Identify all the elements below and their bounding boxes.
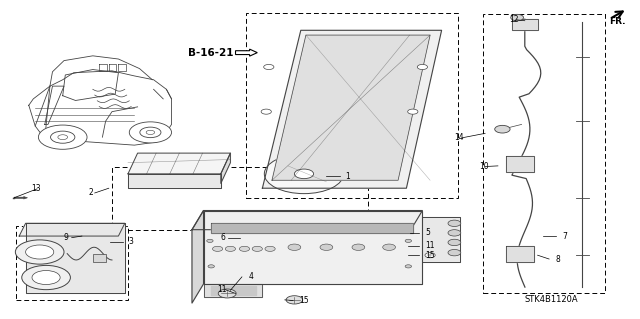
Circle shape	[264, 154, 344, 194]
Text: 9: 9	[64, 233, 69, 242]
Polygon shape	[192, 211, 422, 230]
Text: 11: 11	[218, 285, 227, 294]
Circle shape	[448, 239, 461, 246]
Circle shape	[417, 64, 428, 70]
Circle shape	[405, 265, 412, 268]
Circle shape	[51, 131, 75, 143]
Circle shape	[38, 125, 87, 149]
Polygon shape	[19, 223, 125, 236]
Text: 2: 2	[88, 189, 93, 197]
Bar	[93, 254, 106, 262]
Circle shape	[286, 296, 303, 304]
Circle shape	[383, 244, 396, 250]
FancyArrow shape	[14, 197, 28, 199]
Text: 14: 14	[454, 133, 464, 142]
Text: 7: 7	[562, 232, 567, 241]
Bar	[16, 226, 128, 300]
Circle shape	[265, 246, 275, 251]
Text: 15: 15	[426, 251, 435, 260]
Polygon shape	[204, 211, 422, 284]
Text: 15: 15	[300, 296, 309, 305]
Polygon shape	[272, 35, 430, 180]
Text: 10: 10	[479, 162, 488, 171]
Text: 4: 4	[248, 272, 253, 281]
Polygon shape	[211, 223, 413, 233]
Circle shape	[32, 271, 60, 285]
Circle shape	[58, 135, 68, 140]
Text: 13: 13	[31, 184, 40, 193]
Circle shape	[218, 289, 236, 298]
Circle shape	[129, 122, 172, 143]
Polygon shape	[221, 153, 230, 183]
Circle shape	[207, 239, 213, 242]
Text: 11: 11	[426, 241, 435, 250]
Polygon shape	[211, 286, 256, 295]
Bar	[483, 14, 605, 293]
Text: B-16-21: B-16-21	[188, 48, 234, 58]
Polygon shape	[506, 156, 534, 172]
Polygon shape	[192, 211, 204, 303]
Circle shape	[261, 109, 271, 114]
FancyArrow shape	[236, 49, 257, 56]
Circle shape	[408, 109, 418, 114]
Circle shape	[448, 249, 461, 256]
Bar	[246, 13, 458, 198]
Text: 12: 12	[509, 15, 518, 24]
Text: 6: 6	[221, 233, 226, 242]
Circle shape	[225, 246, 236, 251]
Circle shape	[511, 14, 524, 21]
Text: 5: 5	[426, 228, 431, 237]
Polygon shape	[262, 30, 442, 188]
Circle shape	[239, 246, 250, 251]
Circle shape	[294, 169, 314, 179]
Text: FR.: FR.	[609, 17, 626, 26]
Polygon shape	[422, 217, 460, 262]
Circle shape	[405, 239, 412, 242]
Polygon shape	[506, 246, 534, 262]
Circle shape	[264, 64, 274, 70]
Circle shape	[208, 265, 214, 268]
Circle shape	[146, 130, 155, 135]
Circle shape	[22, 265, 70, 290]
Circle shape	[26, 245, 54, 259]
Circle shape	[448, 220, 461, 226]
Bar	[112, 167, 368, 230]
Polygon shape	[128, 153, 230, 174]
Circle shape	[212, 246, 223, 251]
Circle shape	[495, 125, 510, 133]
Text: 1: 1	[346, 172, 350, 181]
Text: 8: 8	[556, 255, 560, 263]
Circle shape	[15, 240, 64, 264]
Circle shape	[288, 244, 301, 250]
Circle shape	[448, 230, 461, 236]
Polygon shape	[204, 284, 262, 297]
Polygon shape	[26, 223, 125, 293]
Circle shape	[320, 244, 333, 250]
Polygon shape	[128, 174, 221, 188]
Circle shape	[140, 127, 161, 138]
Text: STK4B1120A: STK4B1120A	[525, 295, 579, 304]
Circle shape	[252, 246, 262, 251]
Polygon shape	[512, 19, 538, 30]
Circle shape	[425, 253, 435, 258]
Text: 3: 3	[128, 237, 133, 246]
Circle shape	[352, 244, 365, 250]
